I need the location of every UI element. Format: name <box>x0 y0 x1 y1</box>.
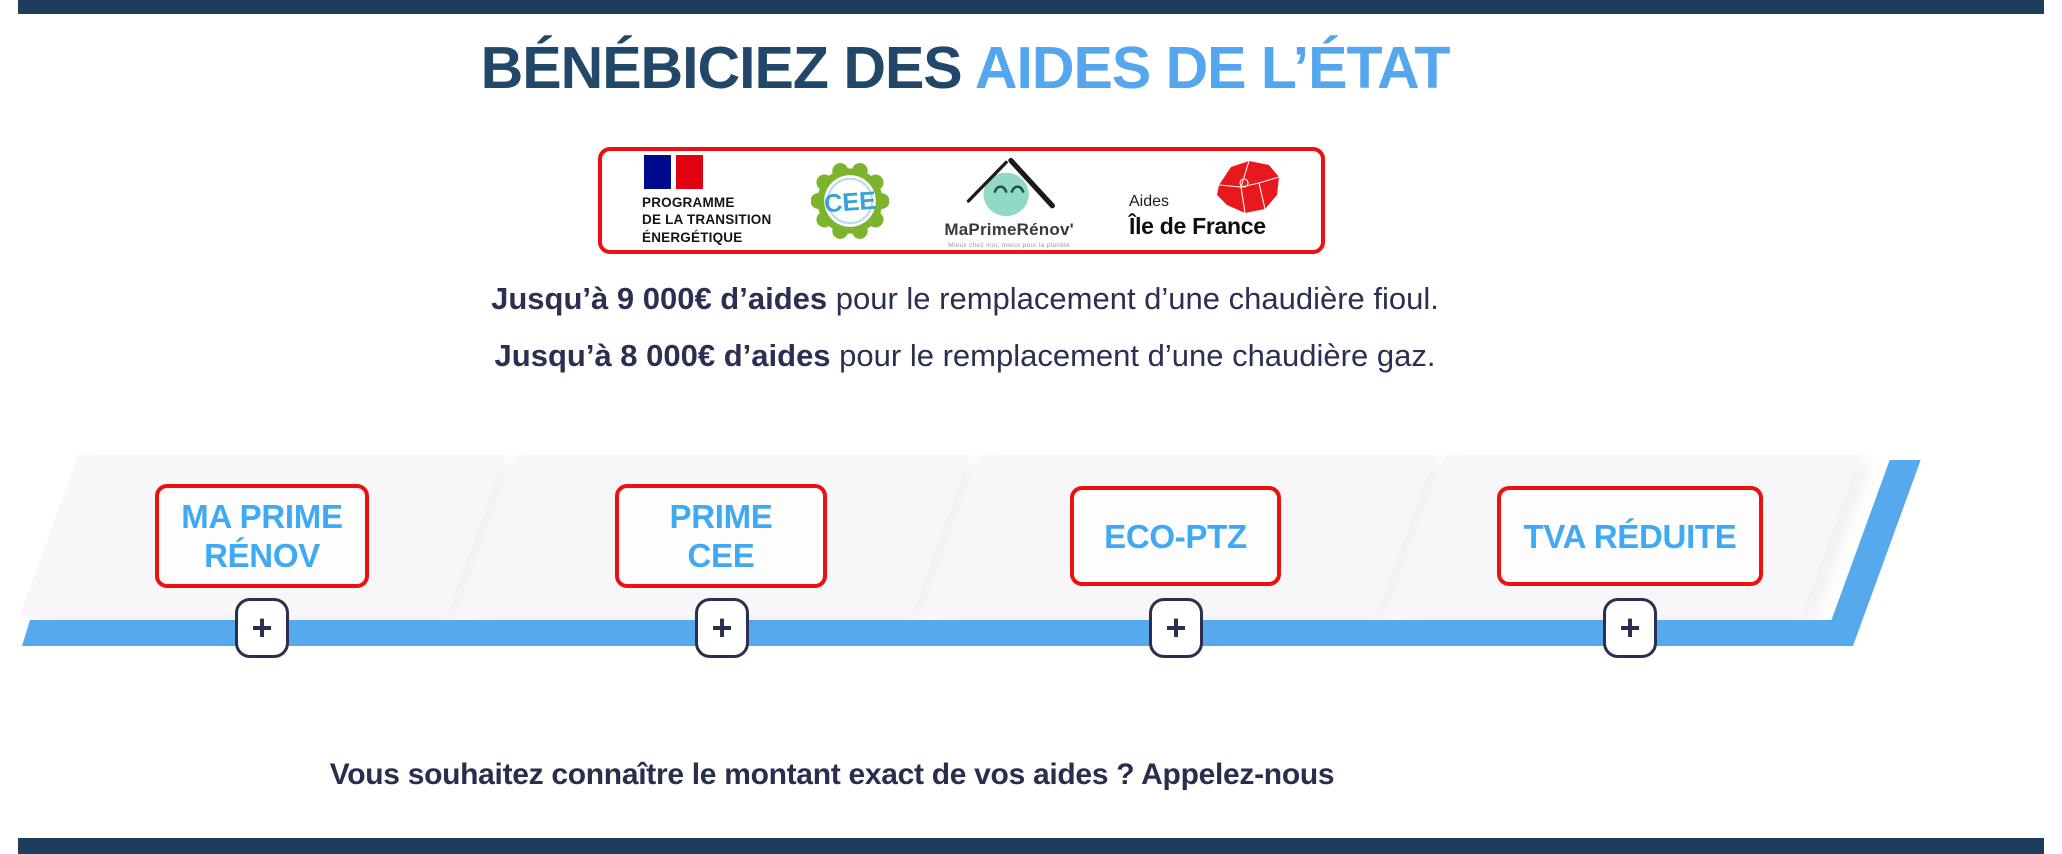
maprimerenov-tagline: Mieux chez moi, mieux pour la planète <box>948 242 1071 249</box>
expand-prime-cee-button[interactable]: + <box>695 598 749 658</box>
idf-aides-label: Aides <box>1128 192 1170 210</box>
aid-box-ma-prime-renov[interactable]: MA PRIME RÉNOV <box>155 484 369 588</box>
programme-line: ÉNERGÉTIQUE <box>642 229 743 245</box>
aid-label-line: ECO-PTZ <box>1104 517 1247 555</box>
benefit-amount: Jusqu’à 8 000€ d’aides <box>494 338 831 373</box>
aid-label-line: PRIME <box>669 498 773 535</box>
page-title-light-part: AIDES DE L’ÉTAT <box>974 35 1451 101</box>
french-flag-icon <box>644 155 771 190</box>
idf-region-label: Île de France <box>1128 212 1266 239</box>
aid-box-prime-cee[interactable]: PRIME CEE <box>615 484 827 588</box>
partner-logos-strip: PROGRAMME DE LA TRANSITION ÉNERGÉTIQUE C… <box>598 147 1325 254</box>
cta-call-us-text: Vous souhaitez connaître le montant exac… <box>329 758 1335 791</box>
benefit-amount: Jusqu’à 9 000€ d’aides <box>491 281 828 316</box>
svg-text:CEE: CEE <box>823 186 877 218</box>
maprimerenov-logo: MaPrimeRénov' Mieux chez moi, mieux pour… <box>929 152 1089 249</box>
benefit-rest: pour le remplacement d’une chaudière gaz… <box>830 338 1436 373</box>
aid-label-line: TVA RÉDUITE <box>1523 517 1737 555</box>
page-title-dark-part: BÉNÉBICIEZ DES <box>480 35 975 101</box>
aid-label-line: CEE <box>687 537 755 574</box>
plus-icon: + <box>1619 607 1641 648</box>
bottom-divider-bar <box>18 838 2044 854</box>
programme-transition-energetique-logo: PROGRAMME DE LA TRANSITION ÉNERGÉTIQUE <box>642 155 771 246</box>
top-divider-bar <box>18 0 2044 14</box>
plus-icon: + <box>251 607 273 648</box>
expand-ma-prime-renov-button[interactable]: + <box>235 598 289 658</box>
page-title: BÉNÉBICIEZ DES AIDES DE L’ÉTAT <box>0 36 1930 100</box>
expand-eco-ptz-button[interactable]: + <box>1149 598 1203 658</box>
aid-label-line: MA PRIME <box>181 498 343 535</box>
aid-box-tva-reduite[interactable]: TVA RÉDUITE <box>1497 486 1763 586</box>
benefit-line-gaz: Jusqu’à 8 000€ d’aides pour le remplacem… <box>0 338 1930 374</box>
aides-ile-de-france-logo: Aides Île de France <box>1129 155 1281 247</box>
timeline-bar <box>22 620 1848 646</box>
idf-map-icon <box>1216 160 1280 213</box>
maprimerenov-house-icon <box>966 157 1056 217</box>
programme-line: PROGRAMME <box>642 195 735 211</box>
aid-box-eco-ptz[interactable]: ECO-PTZ <box>1070 486 1281 586</box>
cee-badge-icon: CEE <box>811 162 890 239</box>
benefit-rest: pour le remplacement d’une chaudière fio… <box>827 281 1439 316</box>
plus-icon: + <box>1165 607 1187 648</box>
expand-tva-reduite-button[interactable]: + <box>1603 598 1657 658</box>
aid-label-line: RÉNOV <box>204 537 320 574</box>
maprimerenov-label: MaPrimeRénov' <box>944 220 1074 239</box>
plus-icon: + <box>711 607 733 648</box>
programme-line: DE LA TRANSITION <box>642 212 772 228</box>
benefit-line-fioul: Jusqu’à 9 000€ d’aides pour le remplacem… <box>0 281 1930 317</box>
